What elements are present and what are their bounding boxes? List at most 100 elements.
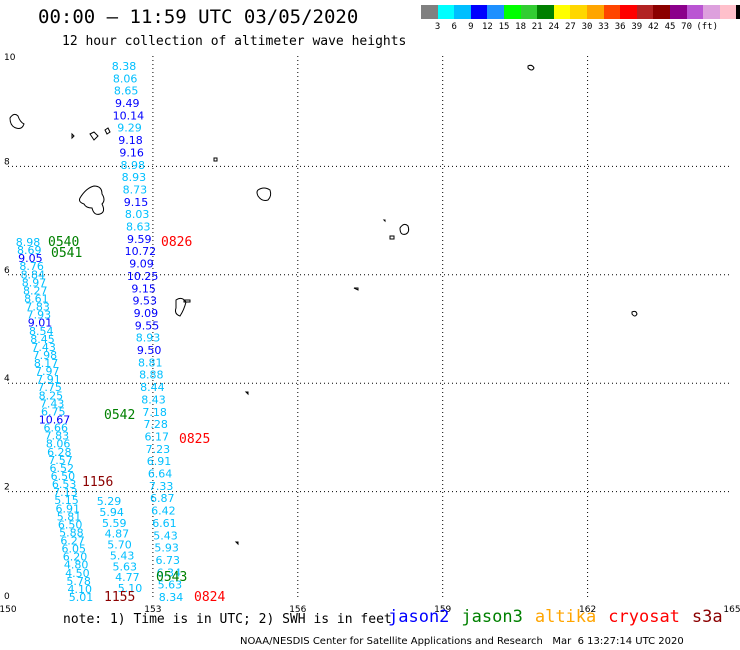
wave-height-value: 8.93 bbox=[136, 332, 161, 345]
wave-height-value: 8.34 bbox=[159, 591, 184, 604]
island-outline bbox=[9, 113, 25, 129]
color-swatch bbox=[570, 5, 587, 19]
color-swatch bbox=[703, 5, 720, 19]
wave-height-value: 5.70 bbox=[107, 539, 132, 552]
pass-time-label: 0541 bbox=[51, 246, 82, 261]
island-outline bbox=[175, 297, 187, 317]
wave-height-value: 9.15 bbox=[131, 282, 156, 295]
color-scale-label: 12 bbox=[481, 22, 493, 32]
wave-height-value: 9.29 bbox=[117, 122, 142, 135]
wave-height-value: 5.88 bbox=[59, 526, 84, 539]
wave-height-value: 6.73 bbox=[155, 554, 180, 567]
island-outline bbox=[183, 299, 191, 303]
wave-height-value: 5.81 bbox=[57, 510, 82, 523]
wave-height-value: 6.27 bbox=[60, 535, 85, 548]
island-outline bbox=[89, 131, 99, 141]
wave-height-value: 5.59 bbox=[102, 517, 127, 530]
color-scale-label: 18 bbox=[515, 22, 527, 32]
wave-height-value: 7.18 bbox=[142, 406, 167, 419]
color-scale-label: 6 bbox=[451, 22, 457, 32]
color-swatch bbox=[553, 5, 571, 19]
color-swatch bbox=[586, 5, 604, 19]
wave-height-value: 8.03 bbox=[125, 208, 150, 221]
wave-height-value: 6.28 bbox=[47, 446, 72, 459]
wave-height-value: 8.27 bbox=[23, 284, 48, 297]
x-tick-label: 150 bbox=[0, 605, 17, 615]
page-subtitle: 12 hour collection of altimeter wave hei… bbox=[62, 34, 407, 49]
satellite-legend-item: s3a bbox=[691, 607, 723, 627]
color-scale-label: 39 bbox=[631, 22, 643, 32]
color-swatch bbox=[686, 5, 704, 19]
wave-height-value: 6.66 bbox=[43, 422, 68, 435]
wave-height-value: 8.97 bbox=[22, 276, 47, 289]
wave-height-value: 8.44 bbox=[140, 381, 165, 394]
wave-height-value: 7.75 bbox=[37, 381, 62, 394]
axis-tick-labels: 150 153 156 159 162 165 0 2 4 6 8 10 bbox=[0, 53, 740, 615]
island-outline bbox=[71, 132, 75, 140]
color-swatch bbox=[537, 5, 554, 19]
color-scale-label: 3 bbox=[434, 22, 441, 32]
island-outline bbox=[527, 64, 535, 71]
wave-height-value: 5.63 bbox=[113, 560, 138, 573]
wave-height-value: 9.09 bbox=[134, 307, 159, 320]
y-tick-label: 0 bbox=[4, 592, 10, 602]
color-swatch bbox=[421, 5, 438, 19]
color-scale-label: 9 bbox=[468, 22, 474, 32]
wave-height-value: 8.88 bbox=[139, 369, 164, 382]
color-scale-label: 24 bbox=[548, 22, 560, 32]
wave-height-value: 10.25 bbox=[127, 270, 159, 283]
color-swatch bbox=[603, 5, 621, 19]
wave-height-value: 9.09 bbox=[129, 258, 154, 271]
wave-height-value: 8.06 bbox=[113, 72, 138, 85]
wave-height-value: 8.69 bbox=[17, 244, 42, 257]
wave-height-value: 5.94 bbox=[99, 506, 124, 519]
wave-height-value: 5.15 bbox=[54, 494, 79, 507]
wave-height-value: 10.67 bbox=[39, 414, 71, 427]
wave-height-value: 10.14 bbox=[113, 109, 145, 122]
color-scale-label: 42 bbox=[647, 22, 659, 32]
wave-height-value: 8.06 bbox=[46, 438, 71, 451]
wave-height-value: 7.33 bbox=[149, 480, 174, 493]
color-swatch bbox=[636, 5, 654, 19]
wave-height-value: 6.91 bbox=[147, 455, 172, 468]
wave-height-value: 6.05 bbox=[62, 543, 87, 556]
wave-height-value: 9.05 bbox=[18, 252, 43, 265]
wave-height-value: 8.98 bbox=[120, 159, 145, 172]
x-tick-label: 159 bbox=[434, 605, 451, 615]
wave-height-value: 7.93 bbox=[27, 309, 52, 322]
x-tick-label: 162 bbox=[579, 605, 596, 615]
satellite-legend-item: jason2 bbox=[388, 607, 450, 627]
wave-height-value: 8.61 bbox=[24, 292, 49, 305]
wave-height-value: 6.75 bbox=[41, 405, 66, 418]
wave-height-value: 8.63 bbox=[126, 221, 151, 234]
wave-height-value: 5.78 bbox=[66, 575, 91, 588]
wave-height-value: 6.52 bbox=[49, 462, 74, 475]
wave-height-value: 6.50 bbox=[58, 518, 83, 531]
footer-credit: NOAA/NESDIS Center for Satellite Applica… bbox=[240, 636, 684, 647]
wave-height-value: 5.01 bbox=[69, 591, 94, 604]
wave-height-value: 9.01 bbox=[28, 317, 53, 330]
pass-time-label: 1156 bbox=[82, 475, 113, 490]
wave-height-value: 9.49 bbox=[115, 97, 140, 110]
wave-height-value: 7.83 bbox=[45, 430, 70, 443]
color-swatch bbox=[520, 5, 538, 19]
color-scale-bar bbox=[421, 5, 740, 19]
island-outline bbox=[399, 223, 410, 235]
wave-height-value: 5.63 bbox=[158, 579, 183, 592]
wave-height-value: 7.43 bbox=[31, 341, 56, 354]
color-swatch bbox=[669, 5, 687, 19]
wave-height-value: 8.17 bbox=[34, 357, 59, 370]
wave-height-value: 6.91 bbox=[56, 502, 81, 515]
wave-height-value: 6.50 bbox=[51, 470, 76, 483]
wave-height-value: 9.50 bbox=[137, 344, 162, 357]
island-outline bbox=[244, 391, 249, 396]
wave-height-value: 5.43 bbox=[153, 529, 178, 542]
pass-time-label: 0543 bbox=[156, 570, 187, 585]
wave-height-value: 8.73 bbox=[123, 183, 148, 196]
wave-height-value: 7.43 bbox=[40, 397, 65, 410]
wave-height-value: 7.28 bbox=[143, 418, 168, 431]
y-tick-label: 4 bbox=[4, 374, 10, 384]
wave-height-value: 8.81 bbox=[138, 356, 163, 369]
pass-time-label: 0540 bbox=[48, 235, 79, 250]
